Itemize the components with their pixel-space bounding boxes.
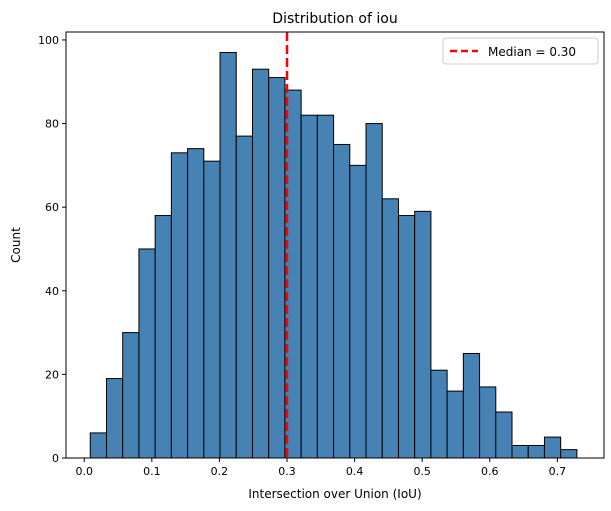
y-axis-label: Count: [9, 227, 23, 263]
x-tick-label: 0.0: [75, 465, 93, 478]
x-axis-label: Intersection over Union (IoU): [248, 487, 421, 501]
histogram-bar: [300, 114, 318, 459]
histogram-bar: [316, 114, 335, 459]
legend-median-label: Median = 0.30: [488, 45, 576, 59]
histogram-bar: [219, 51, 237, 459]
histogram-bar: [430, 369, 448, 459]
histogram-bar: [462, 352, 481, 459]
histogram-bar: [122, 332, 140, 459]
y-tick-label: 20: [45, 368, 59, 381]
histogram-bar: [170, 152, 189, 459]
histogram-bar: [560, 449, 578, 459]
histogram-bar: [381, 198, 399, 459]
histogram-bar: [479, 386, 497, 459]
x-tick-label: 0.2: [211, 465, 229, 478]
histogram-bar: [105, 378, 124, 459]
legend: Median = 0.30: [442, 37, 599, 65]
x-tick-label: 0.4: [346, 465, 364, 478]
x-tick-label: 0.6: [481, 465, 499, 478]
histogram-bar: [446, 390, 464, 459]
histogram-bar: [495, 411, 513, 459]
histogram-bar: [349, 164, 367, 459]
x-tick-label: 0.1: [143, 465, 161, 478]
histogram-bar: [154, 215, 172, 459]
y-tick-label: 0: [52, 452, 59, 465]
histogram-bar: [187, 148, 205, 459]
y-tick-label: 60: [45, 201, 59, 214]
x-tick-label: 0.3: [278, 465, 296, 478]
legend-box: [442, 37, 599, 65]
histogram-bar: [527, 444, 545, 459]
histogram-bar: [333, 143, 351, 459]
histogram-bar: [397, 215, 416, 459]
y-tick-label: 40: [45, 285, 59, 298]
histogram-bar: [268, 77, 286, 459]
histogram-bar: [138, 248, 156, 459]
histogram-bar: [235, 135, 253, 459]
histogram-bar: [414, 210, 432, 459]
histogram-bar: [365, 123, 383, 459]
y-tick-label: 80: [45, 118, 59, 131]
histogram-bar: [89, 432, 107, 459]
chart-title: Distribution of iou: [272, 11, 397, 27]
plot-frame: [65, 31, 605, 459]
x-tick-label: 0.7: [549, 465, 567, 478]
histogram-bar: [511, 444, 529, 459]
x-tick-label: 0.5: [413, 465, 431, 478]
y-tick-label: 100: [38, 34, 59, 47]
histogram-bar: [543, 436, 562, 459]
histogram-bar: [203, 160, 221, 459]
histogram-bar: [251, 68, 270, 459]
